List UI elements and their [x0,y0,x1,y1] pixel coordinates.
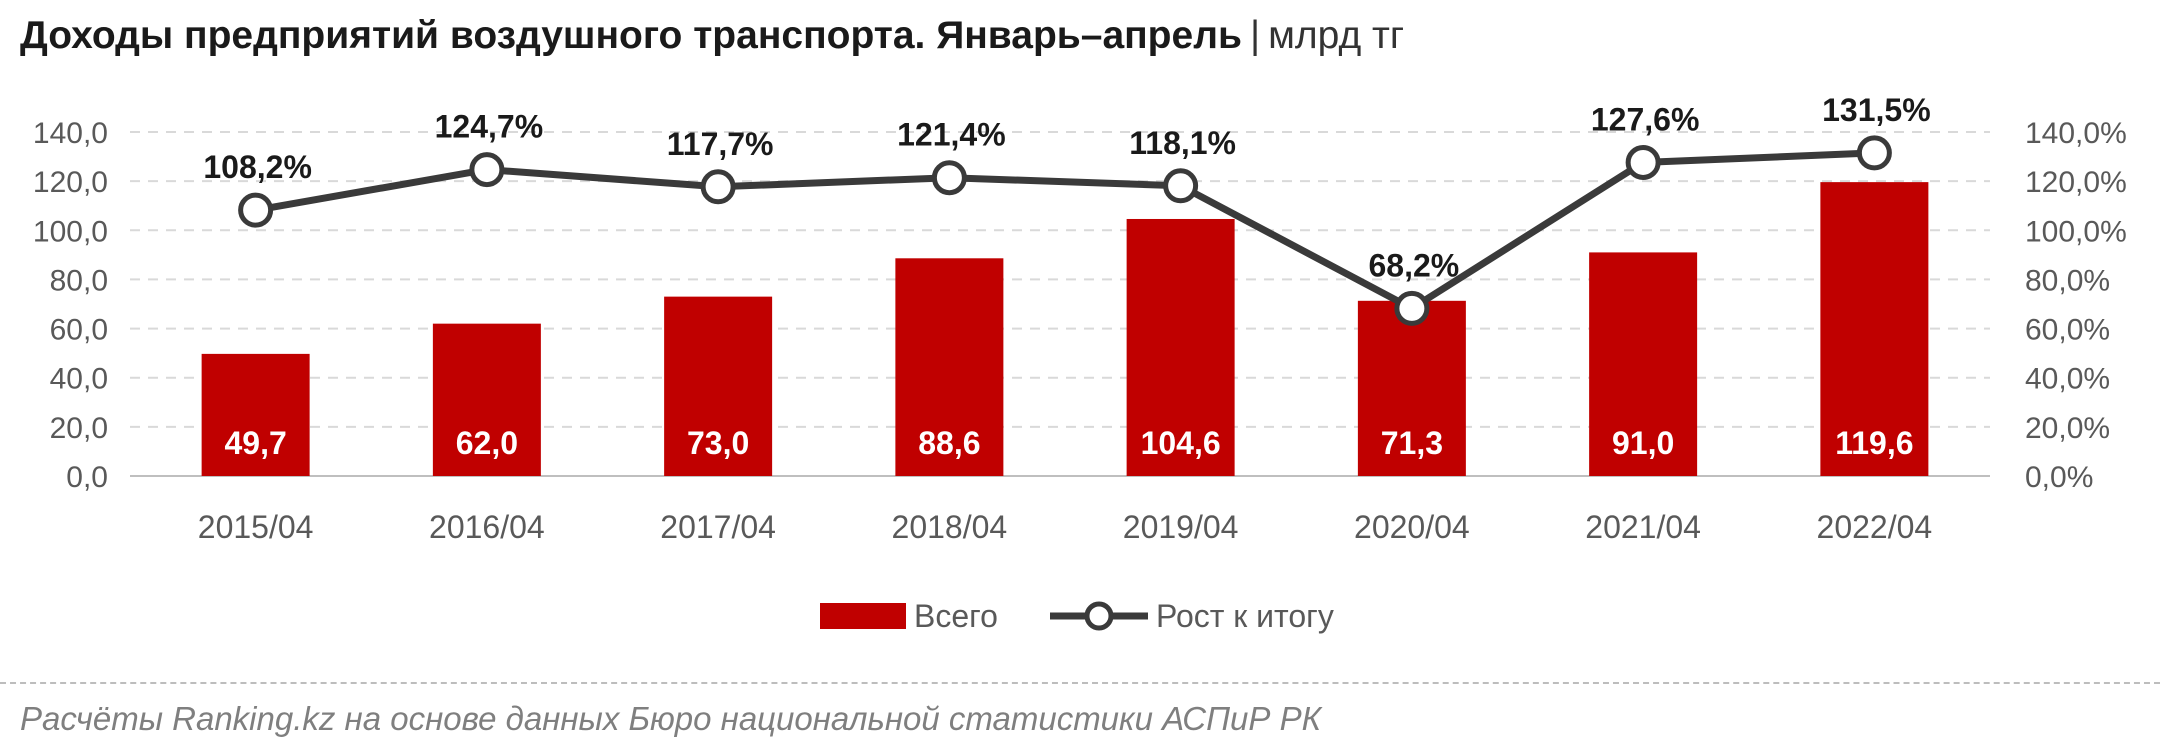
x-tick-label: 2018/04 [892,509,1008,545]
y-right-tick-label: 140,0% [2025,117,2127,150]
y-right-tick-label: 20,0% [2025,412,2110,445]
y-axis-right: 0,0% 20,0% 40,0% 60,0% 80,0% 100,0% 120,0% 140,… [2025,117,2127,494]
line-marker [469,152,505,188]
bar-value-label: 119,6 [1835,425,1913,461]
y-right-tick-label: 80,0% [2025,264,2110,297]
x-tick-label: 2021/04 [1585,509,1701,545]
legend-label-line: Рост к итогу [1156,598,1334,634]
chart-title-main: Доходы предприятий воздушного транспорта… [20,14,1242,57]
x-tick-label: 2022/04 [1817,509,1933,545]
bar-value-label: 91,0 [1612,425,1674,461]
line-value-label: 131,5% [1822,92,1931,128]
y-left-tick-label: 80,0 [50,264,108,297]
line-value-label: 117,7% [667,126,774,162]
bar-value-label: 71,3 [1381,425,1443,461]
x-axis: 2015/04 2016/04 2017/04 2018/04 2019/04 2020/… [198,509,1932,545]
line-value-label: 118,1% [1129,125,1236,161]
chart-title-separator: | [1249,14,1261,57]
line-marker [238,192,274,228]
legend: Всего Рост к итогу [820,598,1334,634]
x-tick-label: 2020/04 [1354,509,1470,545]
y-axis-left: 0,0 20,0 40,0 60,0 80,0 100,0 120,0 140,0 [33,117,108,494]
bar [1126,218,1235,477]
bar [432,323,541,476]
bar-series: 49,7 62,0 73,0 88,6 104,6 71,3 91,0 119,6 [201,182,1929,477]
y-left-tick-label: 140,0 [33,117,108,150]
line-marker [700,169,736,205]
line-marker [931,160,967,196]
x-tick-label: 2015/04 [198,509,314,545]
chart-title-unit: млрд тг [1268,14,1405,57]
chart-title: Доходы предприятий воздушного транспорта… [20,14,1404,58]
bar-value-label: 73,0 [687,425,749,461]
y-left-tick-label: 60,0 [50,314,108,347]
bar [664,296,773,476]
legend-marker-line [1084,601,1114,631]
combo-chart: 0,0 20,0 40,0 60,0 80,0 100,0 120,0 140,0 0,0% 2… [33,92,2127,634]
legend-swatch-bar [820,603,906,629]
bar [895,258,1004,476]
line-marker [1163,168,1199,204]
y-right-tick-label: 60,0% [2025,314,2110,347]
y-left-tick-label: 0,0 [66,461,108,494]
bar-value-label: 49,7 [224,425,286,461]
bar [201,353,310,476]
line-value-label: 124,7% [435,109,544,145]
footer-divider [0,682,2160,684]
line-value-label: 121,4% [897,117,1006,153]
y-right-tick-label: 100,0% [2025,215,2127,248]
x-tick-label: 2019/04 [1123,509,1239,545]
legend-label-bar: Всего [914,598,998,634]
bar [1357,300,1466,476]
line-value-label: 127,6% [1591,101,1700,137]
y-left-tick-label: 40,0 [50,363,108,396]
x-tick-label: 2016/04 [429,509,545,545]
bar-value-label: 88,6 [918,425,980,461]
line-marker [1394,290,1430,326]
line-series: 108,2% 124,7% 117,7% 121,4% 118,1% 68,2% 127,6… [203,92,1931,326]
y-left-tick-label: 100,0 [33,215,108,248]
bar [1820,182,1929,476]
line-value-label: 68,2% [1369,247,1460,283]
y-left-tick-label: 20,0 [50,412,108,445]
bar [1589,252,1698,476]
line-value-label: 108,2% [203,149,312,185]
x-tick-label: 2017/04 [660,509,776,545]
line-marker [1625,144,1661,180]
y-right-tick-label: 0,0% [2025,461,2093,494]
y-right-tick-label: 120,0% [2025,166,2127,199]
bar-value-label: 62,0 [456,425,518,461]
y-left-tick-label: 120,0 [33,166,108,199]
line-path [255,149,1875,312]
y-right-tick-label: 40,0% [2025,363,2110,396]
bar-value-label: 104,6 [1141,425,1221,461]
source-note: Расчёты Ranking.kz на основе данных Бюро… [20,700,1322,737]
line-marker [1856,135,1892,171]
